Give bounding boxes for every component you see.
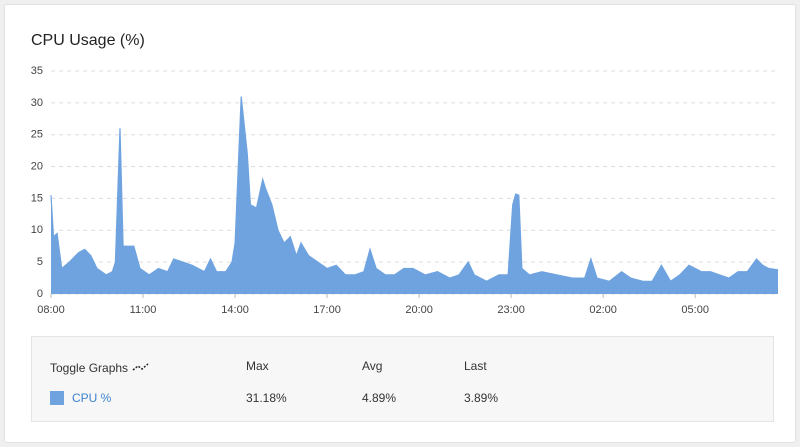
column-header: Last: [464, 359, 487, 373]
column-header: Max: [246, 359, 269, 373]
x-tick-label: 17:00: [313, 304, 341, 316]
x-tick-label: 02:00: [589, 304, 617, 316]
y-tick-label: 35: [31, 65, 43, 77]
x-tick-label: 05:00: [681, 304, 709, 316]
y-tick-label: 20: [31, 160, 43, 172]
legend-swatch[interactable]: [50, 391, 64, 405]
y-tick-label: 15: [31, 192, 43, 204]
x-tick-label: 20:00: [405, 304, 433, 316]
toggle-icon[interactable]: [131, 362, 151, 372]
stat-value: 4.89%: [362, 391, 397, 405]
y-tick-label: 30: [31, 97, 43, 109]
y-tick-label: 10: [31, 224, 43, 236]
card: CPU Usage (%) 0 5 10 15 20 25 30 35 08:00 11:00 14…: [4, 4, 796, 443]
x-tick-label: 23:00: [497, 304, 525, 316]
x-tick-label: 11:00: [130, 304, 157, 316]
legend-panel: Toggle Graphs Max Avg Last CPU % 31.18% …: [31, 336, 774, 422]
line: [50, 96, 779, 283]
y-tick-label: 0: [37, 288, 43, 300]
chart: CPU Usage (%) 0 5 10 15 20 25 30 35 08:00 11:00 14…: [31, 32, 779, 316]
legend-entry[interactable]: CPU %: [72, 391, 112, 405]
y-tick-label: 5: [37, 256, 43, 268]
stat-value: 31.18%: [246, 391, 287, 405]
chart-title: CPU Usage (%): [31, 32, 145, 49]
y-tick-label: 25: [31, 129, 43, 141]
stat-value: 3.89%: [464, 391, 499, 405]
toggle-graphs[interactable]: Toggle Graphs: [50, 361, 151, 375]
column-header: Avg: [362, 359, 383, 373]
x-tick-label: 14:00: [221, 304, 249, 316]
area: [51, 96, 778, 294]
toggle-label[interactable]: Toggle Graphs: [50, 361, 129, 375]
x-tick-label: 08:00: [37, 304, 65, 316]
